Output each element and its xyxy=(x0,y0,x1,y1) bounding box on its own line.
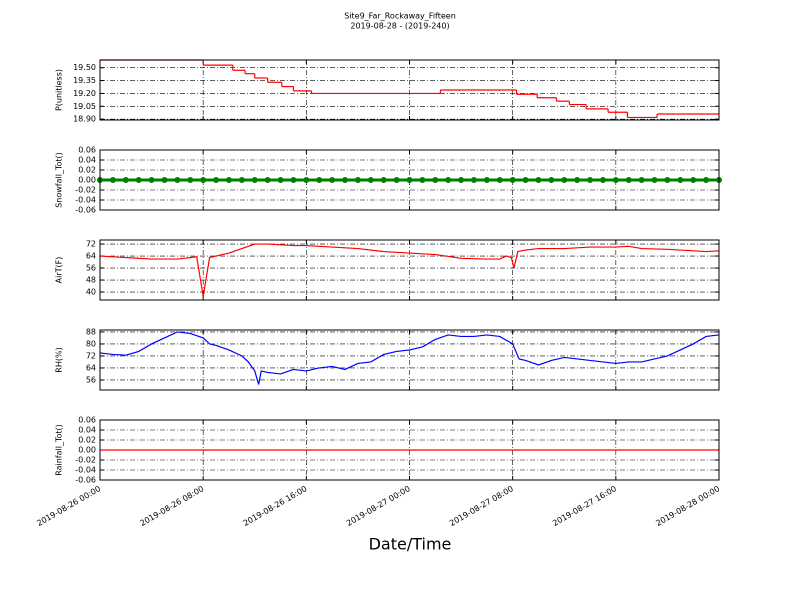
data-marker xyxy=(458,177,465,183)
data-marker xyxy=(483,177,490,183)
data-marker xyxy=(329,177,336,183)
data-marker xyxy=(342,177,349,183)
data-marker xyxy=(316,177,323,183)
data-line xyxy=(99,331,720,385)
y-axis-label: Rainfall_Tot() xyxy=(55,424,64,476)
y-axis-label: Snowfall_Tot() xyxy=(55,152,64,208)
data-marker xyxy=(303,177,310,183)
data-marker xyxy=(470,177,477,183)
data-marker xyxy=(548,177,555,183)
y-tick-label: 0.06 xyxy=(78,416,96,425)
y-axis-label: RH(%) xyxy=(55,347,64,372)
y-tick-label: 0.02 xyxy=(78,166,96,175)
data-marker xyxy=(651,177,658,183)
data-marker xyxy=(122,177,129,183)
data-marker xyxy=(690,177,697,183)
y-tick-label: 56 xyxy=(86,375,96,384)
axes-frame xyxy=(99,239,720,301)
axes-frame xyxy=(99,329,720,391)
axes-frame xyxy=(99,419,720,481)
data-marker xyxy=(406,177,413,183)
y-tick-label: -0.02 xyxy=(75,186,96,195)
data-marker xyxy=(638,177,645,183)
data-marker xyxy=(200,177,207,183)
data-marker xyxy=(238,177,245,183)
y-tick-label: -0.06 xyxy=(75,476,96,485)
data-marker xyxy=(703,177,710,183)
axes-frame xyxy=(99,149,720,211)
y-tick-label: 64 xyxy=(86,252,96,261)
y-tick-label: 19.20 xyxy=(73,89,96,98)
data-marker xyxy=(625,177,632,183)
data-marker xyxy=(109,177,116,183)
y-tick-label: 0.04 xyxy=(78,156,96,165)
data-marker xyxy=(251,177,258,183)
y-tick-label: 19.35 xyxy=(73,76,96,85)
y-tick-label: 80 xyxy=(86,339,96,348)
data-marker xyxy=(535,177,542,183)
data-marker xyxy=(419,177,426,183)
y-tick-label: 0.06 xyxy=(78,146,96,155)
data-marker xyxy=(290,177,297,183)
y-tick-label: 18.90 xyxy=(73,115,96,124)
y-tick-label: 40 xyxy=(86,288,96,297)
y-tick-label: -0.04 xyxy=(75,196,96,205)
data-marker xyxy=(587,177,594,183)
y-tick-label: 0.00 xyxy=(78,176,96,185)
data-marker xyxy=(148,177,155,183)
y-tick-label: 72 xyxy=(86,240,96,249)
data-marker xyxy=(277,177,284,183)
data-marker xyxy=(599,177,606,183)
data-marker xyxy=(393,177,400,183)
y-tick-label: 0.00 xyxy=(78,446,96,455)
data-marker xyxy=(135,177,142,183)
y-tick-label: -0.04 xyxy=(75,466,96,475)
data-line xyxy=(99,243,720,297)
y-tick-label: 64 xyxy=(86,363,96,372)
y-tick-label: -0.06 xyxy=(75,206,96,215)
data-marker xyxy=(187,177,194,183)
y-tick-label: 48 xyxy=(86,276,96,285)
x-axis-label: Date/Time xyxy=(369,535,452,554)
y-tick-label: 0.02 xyxy=(78,436,96,445)
data-marker xyxy=(432,177,439,183)
y-tick-label: 88 xyxy=(86,327,96,336)
y-axis-label: AirT(F) xyxy=(55,257,64,284)
data-marker xyxy=(367,177,374,183)
data-marker xyxy=(161,177,168,183)
y-tick-label: 72 xyxy=(86,351,96,360)
y-tick-label: 56 xyxy=(86,264,96,273)
data-marker xyxy=(354,177,361,183)
data-marker xyxy=(225,177,232,183)
chart-title: Site9_Far_Rockaway_Fifteen xyxy=(344,12,456,21)
data-marker xyxy=(574,177,581,183)
data-marker xyxy=(380,177,387,183)
y-tick-label: 19.05 xyxy=(73,102,96,111)
y-tick-label: 19.50 xyxy=(73,63,96,72)
data-marker xyxy=(561,177,568,183)
y-axis-label: P(unitless) xyxy=(55,69,64,111)
data-marker xyxy=(445,177,452,183)
data-marker xyxy=(174,177,181,183)
data-marker xyxy=(612,177,619,183)
data-marker xyxy=(496,177,503,183)
data-marker xyxy=(264,177,271,183)
axes-frame xyxy=(99,59,720,121)
chart-subtitle: 2019-08-28 - (2019-240) xyxy=(350,22,449,31)
data-marker xyxy=(213,177,220,183)
data-marker xyxy=(664,177,671,183)
y-tick-label: 0.04 xyxy=(78,426,96,435)
data-marker xyxy=(677,177,684,183)
data-marker xyxy=(522,177,529,183)
data-marker xyxy=(509,177,516,183)
y-tick-label: -0.02 xyxy=(75,456,96,465)
